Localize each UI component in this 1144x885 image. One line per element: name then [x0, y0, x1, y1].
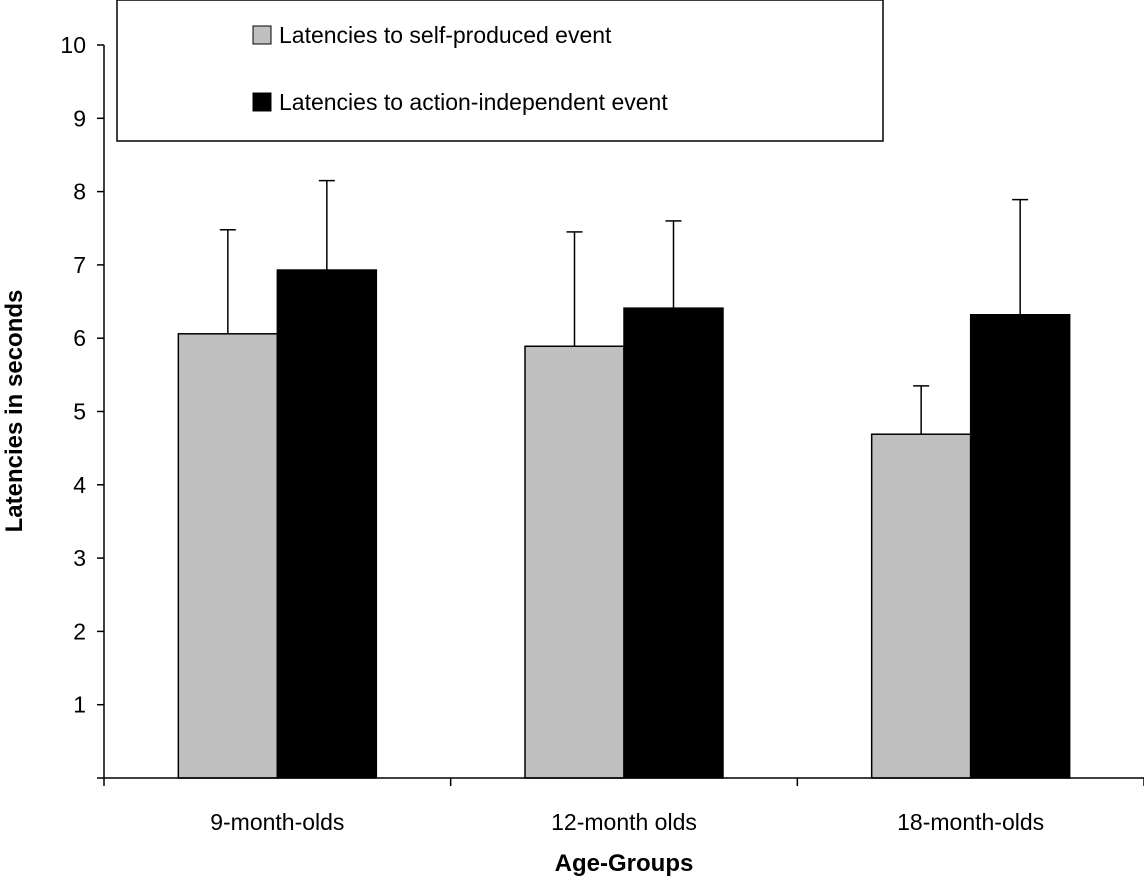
bar-action-independent-1	[276, 269, 378, 779]
bar-self-produced-1	[177, 333, 279, 779]
y-tick-label-1: 1	[73, 692, 86, 718]
y-tick-label-5: 5	[73, 399, 86, 425]
x-category-label-1: 9-month-olds	[210, 809, 344, 835]
bar-action-independent-3	[969, 313, 1071, 779]
bar-self-produced-2	[524, 345, 625, 779]
legend: Latencies to self-produced event Latenci…	[116, 0, 884, 142]
legend-box	[116, 0, 884, 142]
y-tick-label-2: 2	[73, 618, 86, 644]
y-ticks-group: 1 2 3 4 5 6 7 8 9 10	[60, 32, 104, 779]
bar-action-independent-2	[623, 307, 724, 779]
y-tick-label-6: 6	[73, 325, 86, 351]
legend-swatch-self-produced	[252, 25, 272, 45]
bars-group	[177, 269, 1071, 779]
x-axis-title: Age-Groups	[555, 850, 694, 877]
error-bars-group	[219, 179, 1029, 435]
y-tick-label-9: 9	[73, 105, 86, 131]
y-tick-label-8: 8	[73, 179, 86, 205]
x-categories-group: 9-month-olds 12-month olds 18-month-olds	[103, 778, 1144, 835]
x-category-label-2: 12-month olds	[551, 809, 697, 835]
x-category-label-3: 18-month-olds	[897, 809, 1044, 835]
y-tick-label-4: 4	[73, 472, 86, 498]
y-tick-label-7: 7	[73, 252, 86, 278]
y-axis-title: Latencies in seconds	[1, 290, 28, 533]
legend-label-self-produced: Latencies to self-produced event	[279, 22, 612, 48]
legend-swatch-action-independent	[252, 92, 272, 112]
legend-label-action-independent: Latencies to action-independent event	[279, 89, 668, 115]
y-tick-label-10: 10	[60, 32, 86, 58]
bar-self-produced-3	[870, 433, 972, 779]
y-tick-label-3: 3	[73, 545, 86, 571]
